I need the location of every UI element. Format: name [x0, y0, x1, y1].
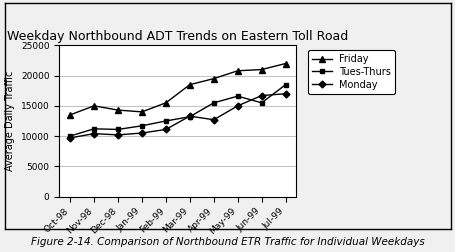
- Tues-Thurs: [211, 101, 216, 104]
- Tues-Thurs: [234, 95, 240, 98]
- Monday: [139, 132, 144, 135]
- Friday: [234, 69, 240, 72]
- Line: Tues-Thurs: Tues-Thurs: [67, 82, 288, 139]
- Text: Figure 2-14. Comparison of Northbound ETR Traffic for Individual Weekdays: Figure 2-14. Comparison of Northbound ET…: [31, 237, 424, 247]
- Monday: [211, 118, 216, 121]
- Friday: [115, 109, 121, 112]
- Friday: [91, 104, 96, 107]
- Tues-Thurs: [91, 127, 96, 130]
- Tues-Thurs: [258, 101, 264, 104]
- Line: Monday: Monday: [67, 91, 288, 140]
- Friday: [139, 110, 144, 113]
- Friday: [67, 113, 73, 116]
- Monday: [115, 133, 121, 136]
- Tues-Thurs: [67, 135, 73, 138]
- Monday: [163, 128, 168, 131]
- Monday: [282, 92, 288, 95]
- Friday: [187, 83, 192, 86]
- Tues-Thurs: [187, 115, 192, 118]
- Tues-Thurs: [115, 128, 121, 131]
- Y-axis label: Average Daily Traffic: Average Daily Traffic: [5, 71, 15, 171]
- Legend: Friday, Tues-Thurs, Monday: Friday, Tues-Thurs, Monday: [308, 50, 394, 94]
- Monday: [91, 132, 96, 135]
- Monday: [67, 136, 73, 139]
- Friday: [282, 62, 288, 65]
- Line: Friday: Friday: [67, 61, 288, 118]
- Title: Weekday Northbound ADT Trends on Eastern Toll Road: Weekday Northbound ADT Trends on Eastern…: [7, 30, 348, 43]
- Monday: [258, 94, 264, 97]
- Monday: [234, 104, 240, 107]
- Friday: [163, 101, 168, 104]
- Tues-Thurs: [282, 83, 288, 86]
- Tues-Thurs: [139, 124, 144, 127]
- Friday: [211, 77, 216, 80]
- Friday: [258, 68, 264, 71]
- Tues-Thurs: [163, 119, 168, 122]
- Monday: [187, 115, 192, 118]
